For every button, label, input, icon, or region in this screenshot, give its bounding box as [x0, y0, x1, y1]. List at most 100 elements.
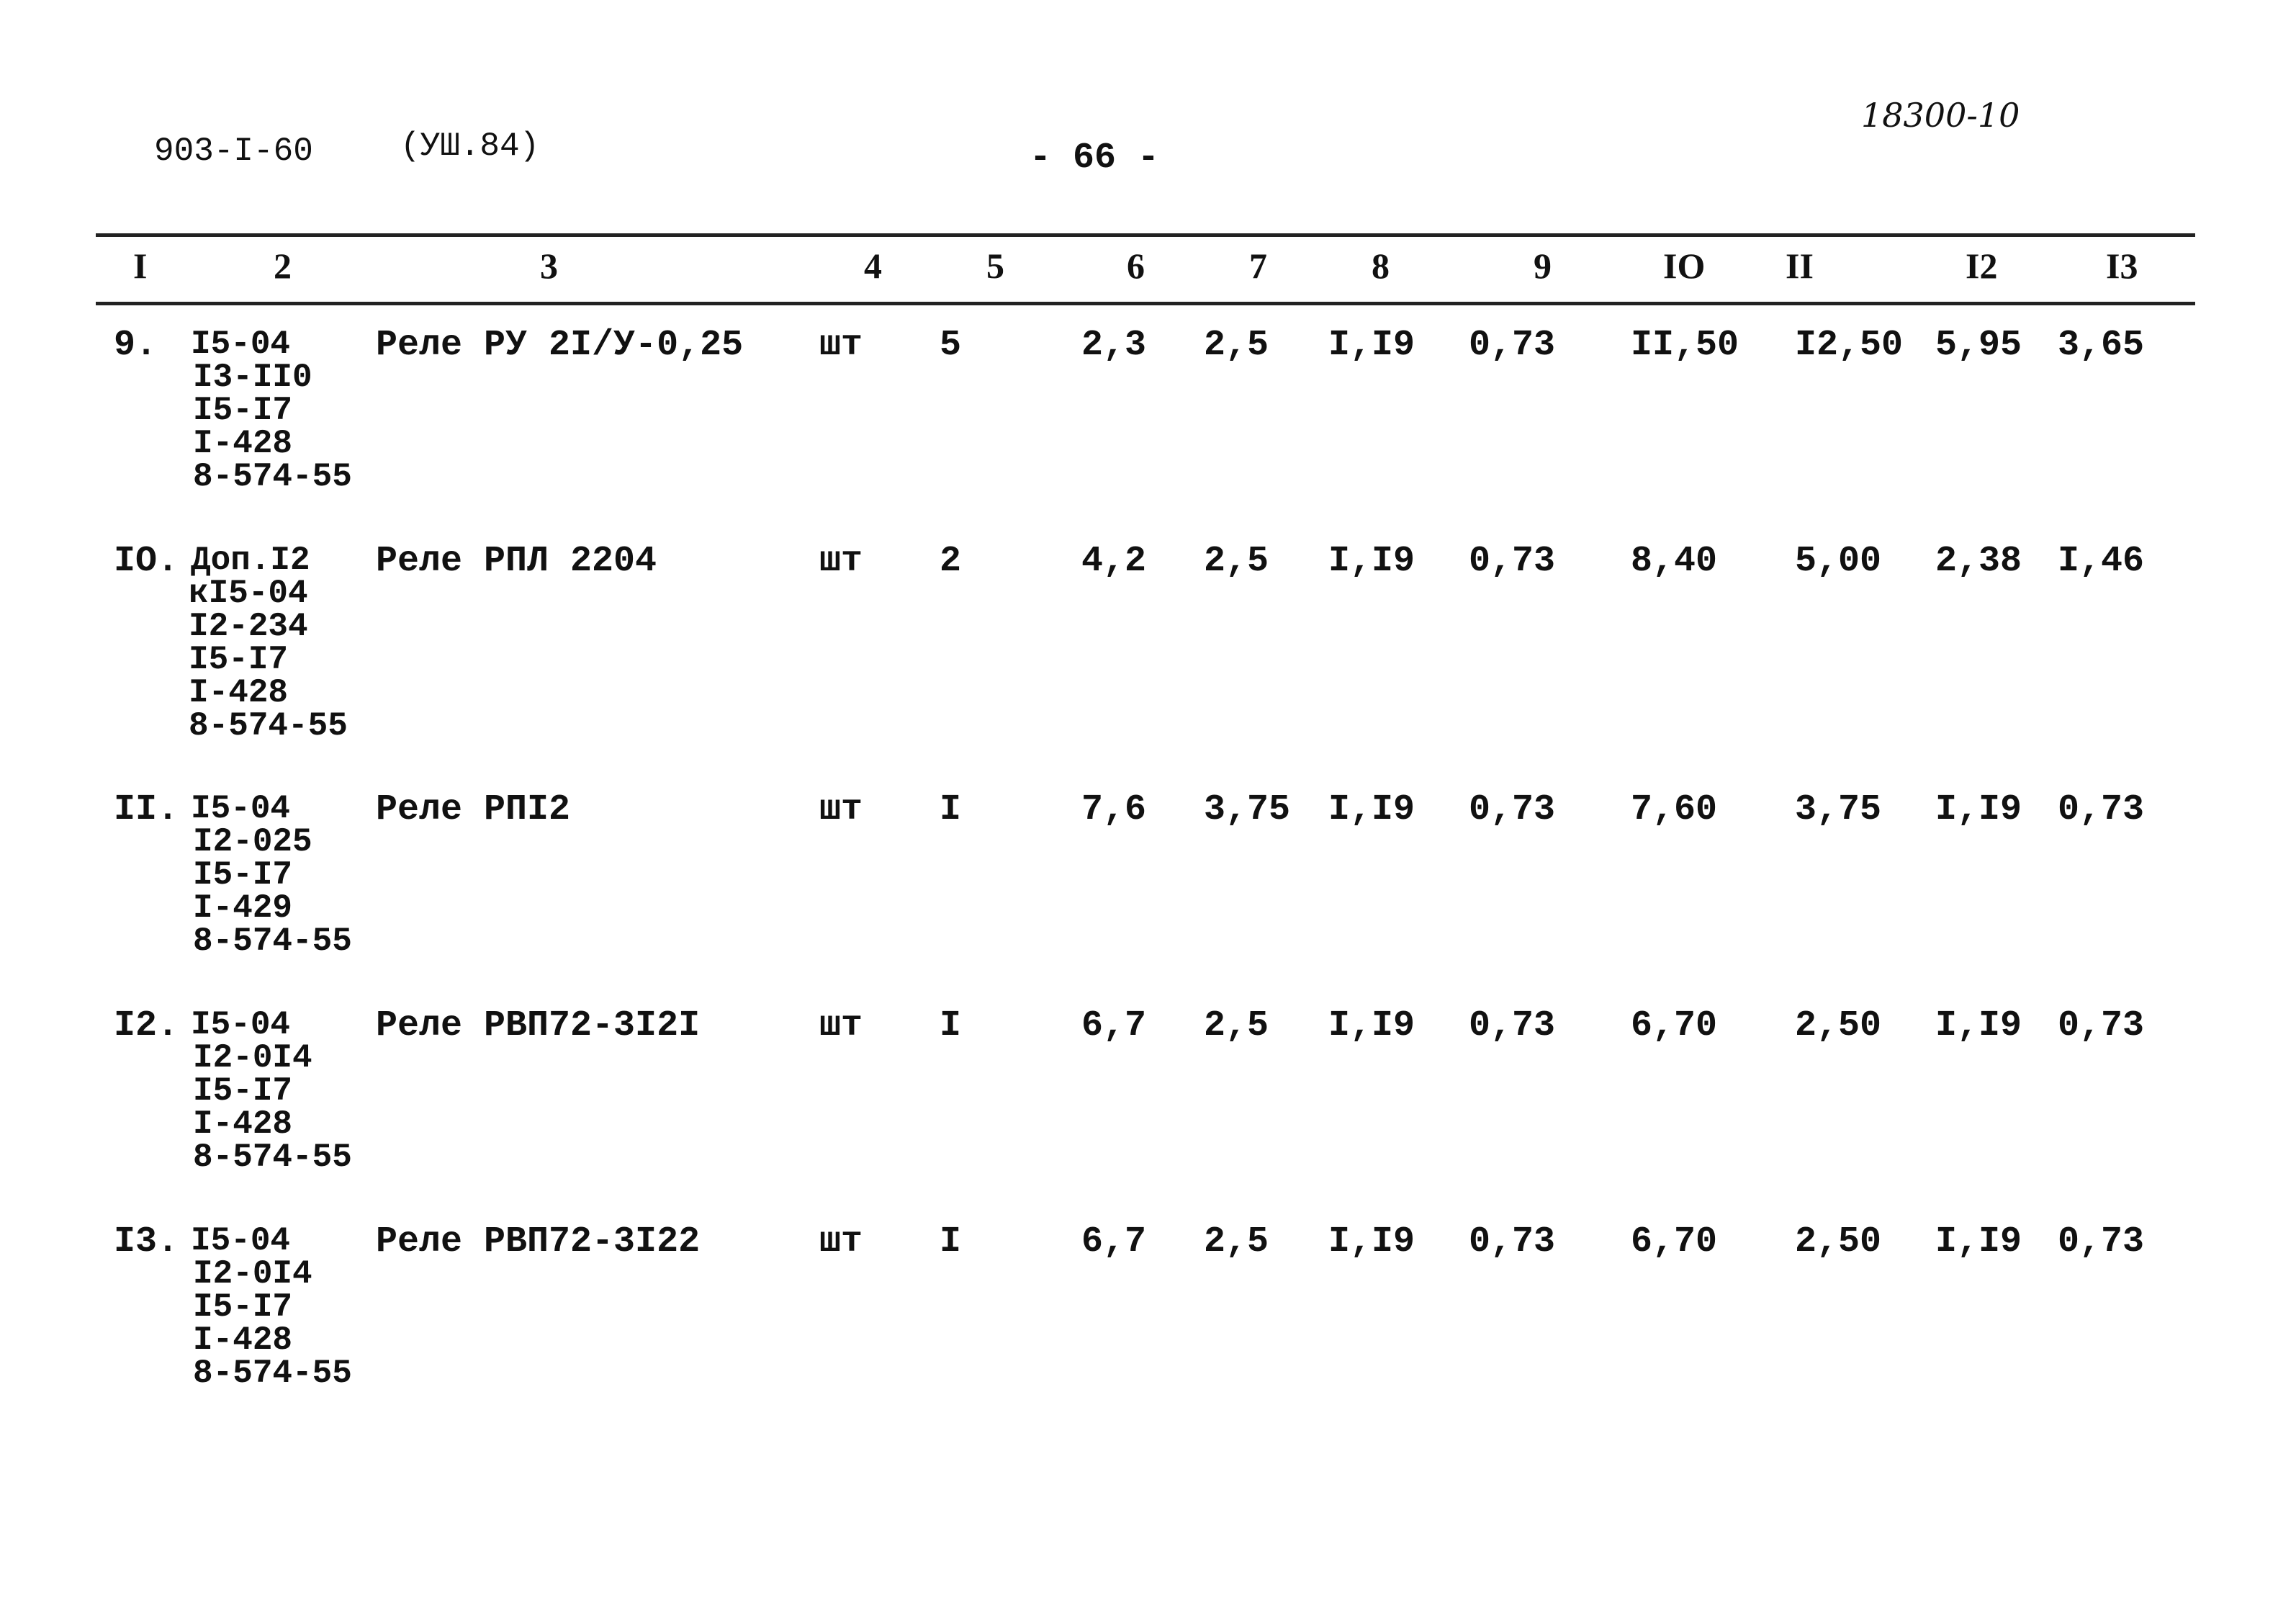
reference-code: I-428 [193, 1105, 293, 1143]
reference-code: I3-II0 [193, 359, 312, 396]
column-header: I2 [1966, 246, 1998, 286]
column-header: I [133, 246, 148, 286]
cell-c13: 0,73 [2058, 789, 2145, 830]
cell-c9: 0,73 [1469, 1005, 1556, 1046]
reference-code: I2-234 [189, 608, 308, 645]
edition-label: (УШ.84) [400, 127, 540, 165]
cell-c5: I [940, 1005, 962, 1046]
cell-c12: I,I9 [1935, 789, 2022, 830]
reference-code: I5-04 [191, 1006, 291, 1043]
cell-name: Реле РВП72-3I22 [376, 1221, 701, 1262]
cell-unit: шт [819, 325, 863, 366]
cell-c7: 2,5 [1204, 1221, 1269, 1262]
reference-code: I-429 [193, 889, 293, 927]
reference-code: Доп.I2 [191, 542, 310, 579]
cell-name: Реле РПЛ 2204 [376, 541, 657, 582]
handwritten-number: 18300-10 [1861, 96, 2020, 135]
cell-c13: 0,73 [2058, 1221, 2145, 1262]
cell-c6: 6,7 [1081, 1005, 1147, 1046]
cell-c8: I,I9 [1328, 325, 1415, 366]
cell-c9: 0,73 [1469, 1221, 1556, 1262]
reference-code: 8-574-55 [193, 1355, 352, 1392]
reference-code: I-428 [193, 425, 293, 462]
cell-num: IO. [114, 541, 179, 582]
cell-c6: 2,3 [1081, 325, 1147, 366]
cell-c11: 2,50 [1795, 1005, 1882, 1046]
cell-c11: I2,50 [1795, 325, 1904, 366]
cell-c10: 6,70 [1631, 1005, 1718, 1046]
column-header: 5 [986, 246, 1004, 286]
reference-code: 8-574-55 [189, 707, 348, 745]
cell-c10: 7,60 [1631, 789, 1718, 830]
cell-c5: 5 [940, 325, 962, 366]
cell-c6: 4,2 [1081, 541, 1147, 582]
cell-c10: 6,70 [1631, 1221, 1718, 1262]
cell-c11: 3,75 [1795, 789, 1882, 830]
cell-unit: шт [819, 1221, 863, 1262]
reference-code: I5-04 [191, 1222, 291, 1260]
cell-name: Реле РПI2 [376, 789, 571, 830]
reference-code: I5-04 [191, 790, 291, 827]
cell-c7: 3,75 [1204, 789, 1291, 830]
cell-c7: 2,5 [1204, 325, 1269, 366]
column-header: 4 [864, 246, 882, 286]
cell-c6: 6,7 [1081, 1221, 1147, 1262]
cell-unit: шт [819, 541, 863, 582]
cell-c13: I,46 [2058, 541, 2145, 582]
cell-num: I2. [114, 1005, 179, 1046]
cell-c11: 2,50 [1795, 1221, 1882, 1262]
reference-code: I5-I7 [189, 641, 289, 678]
cell-c8: I,I9 [1328, 789, 1415, 830]
reference-code: I2-0I4 [193, 1255, 312, 1293]
reference-code: I5-04 [191, 326, 291, 363]
cell-name: Реле РУ 2I/У-0,25 [376, 325, 744, 366]
cell-c10: II,50 [1631, 325, 1739, 366]
cell-c12: 5,95 [1935, 325, 2022, 366]
reference-code: 8-574-55 [193, 923, 352, 960]
reference-code: I5-I7 [193, 392, 293, 429]
column-header: IO [1663, 246, 1706, 286]
cell-c8: I,I9 [1328, 1005, 1415, 1046]
reference-code: I-428 [189, 674, 289, 712]
cell-c9: 0,73 [1469, 789, 1556, 830]
reference-code: кI5-04 [189, 575, 308, 612]
cell-c12: 2,38 [1935, 541, 2022, 582]
reference-code: 8-574-55 [193, 1139, 352, 1176]
cell-c12: I,I9 [1935, 1221, 2022, 1262]
table-header-rule [96, 302, 2195, 305]
cell-c9: 0,73 [1469, 325, 1556, 366]
reference-code: I5-I7 [193, 1072, 293, 1110]
cell-c8: I,I9 [1328, 1221, 1415, 1262]
table-top-rule [96, 233, 2195, 237]
cell-c7: 2,5 [1204, 1005, 1269, 1046]
cell-c5: I [940, 1221, 962, 1262]
cell-c6: 7,6 [1081, 789, 1147, 830]
cell-c5: 2 [940, 541, 962, 582]
cell-c8: I,I9 [1328, 541, 1415, 582]
cell-name: Реле РВП72-3I2I [376, 1005, 701, 1046]
reference-code: 8-574-55 [193, 458, 352, 495]
cell-unit: шт [819, 789, 863, 830]
document-code: 903-I-60 [154, 133, 313, 170]
reference-code: I2-025 [193, 823, 312, 861]
column-header: 6 [1127, 246, 1145, 286]
cell-c7: 2,5 [1204, 541, 1269, 582]
cell-c13: 0,73 [2058, 1005, 2145, 1046]
cell-c5: I [940, 789, 962, 830]
reference-code: I-428 [193, 1321, 293, 1359]
cell-num: II. [114, 789, 179, 830]
column-header: II [1786, 246, 1814, 286]
column-header: I3 [2106, 246, 2138, 286]
cell-c11: 5,00 [1795, 541, 1882, 582]
page-number: - 66 - [1030, 138, 1160, 179]
cell-num: I3. [114, 1221, 179, 1262]
cell-c13: 3,65 [2058, 325, 2145, 366]
column-header: 7 [1249, 246, 1267, 286]
column-header: 8 [1372, 246, 1390, 286]
cell-num: 9. [114, 325, 158, 366]
reference-code: I2-0I4 [193, 1039, 312, 1077]
column-header: 2 [274, 246, 292, 286]
cell-c9: 0,73 [1469, 541, 1556, 582]
reference-code: I5-I7 [193, 856, 293, 894]
column-header: 3 [540, 246, 558, 286]
